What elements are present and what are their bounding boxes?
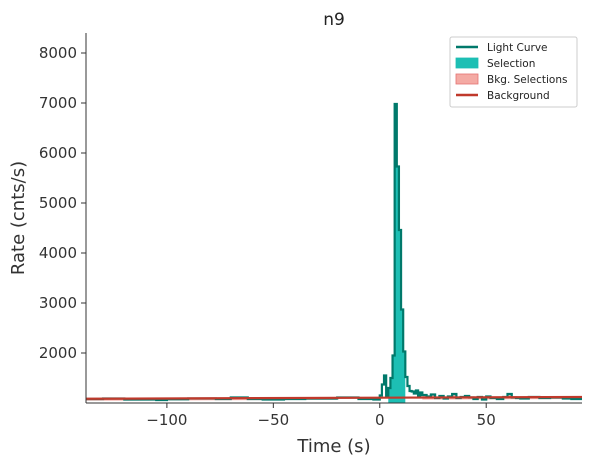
y-tick-label: 3000 [39, 294, 77, 312]
plot-area [86, 102, 582, 403]
legend-label-background: Background [487, 90, 550, 102]
y-tick-label: 8000 [39, 44, 77, 62]
legend-box [449, 36, 578, 108]
y-tick-label: 7000 [39, 94, 77, 112]
legend-swatch-selection [455, 57, 479, 69]
x-tick-label: 50 [477, 411, 496, 429]
x-tick-label: −100 [146, 411, 187, 429]
x-tick-label: 0 [375, 411, 385, 429]
legend-swatch-bkg-selections [455, 73, 479, 85]
background-line [86, 395, 582, 400]
y-tick-label: 4000 [39, 244, 77, 262]
selection-fill [388, 104, 406, 403]
legend-label-light-curve: Light Curve [487, 42, 548, 54]
y-axis-label: Rate (cnts/s) [8, 161, 29, 275]
y-tick-label: 5000 [39, 194, 77, 212]
y-tick-label: 2000 [39, 344, 77, 362]
y-tick-label: 6000 [39, 144, 77, 162]
x-tick-label: −50 [258, 411, 290, 429]
legend-label-selection: Selection [487, 58, 535, 70]
x-axis-label: Time (s) [296, 436, 370, 457]
legend: Light Curve Selection Bkg. Selections Backg… [449, 36, 578, 108]
chart-title: n9 [323, 10, 345, 30]
legend-label-bkg-selections: Bkg. Selections [487, 74, 567, 86]
